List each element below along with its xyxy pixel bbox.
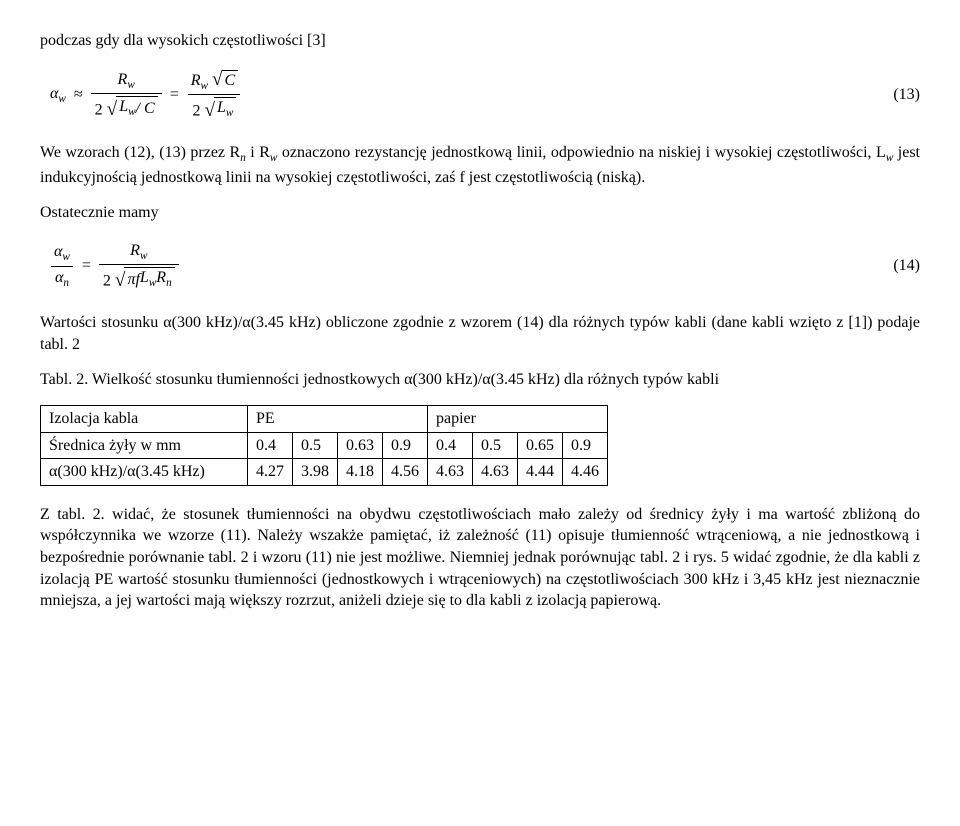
table-row: α(300 kHz)/α(3.45 kHz) 4.27 3.98 4.18 4.… bbox=[41, 459, 608, 486]
table-caption: Tabl. 2. Wielkość stosunku tłumienności … bbox=[40, 369, 920, 391]
table-row: Średnica żyły w mm 0.4 0.5 0.63 0.9 0.4 … bbox=[41, 432, 608, 459]
row-label: α(300 kHz)/α(3.45 kHz) bbox=[41, 459, 248, 486]
intro-line: podczas gdy dla wysokich częstotliwości … bbox=[40, 30, 920, 52]
equation-13-number: (13) bbox=[870, 84, 920, 106]
ratio-table: Izolacja kabla PE papier Średnica żyły w… bbox=[40, 405, 608, 486]
ostatecznie-line: Ostatecznie mamy bbox=[40, 202, 920, 224]
paragraph-after-eq13: We wzorach (12), (13) przez Rn i Rw ozna… bbox=[40, 142, 920, 188]
row-label: Izolacja kabla bbox=[41, 406, 248, 433]
table-row: Izolacja kabla PE papier bbox=[41, 406, 608, 433]
iso-paper: papier bbox=[428, 406, 608, 433]
paragraph-before-table: Wartości stosunku α(300 kHz)/α(3.45 kHz)… bbox=[40, 312, 920, 355]
equation-14-number: (14) bbox=[870, 255, 920, 277]
equation-14: αw αn = Rw 2 √ πfLwRn (14) bbox=[40, 242, 920, 290]
row-label: Średnica żyły w mm bbox=[41, 432, 248, 459]
iso-pe: PE bbox=[248, 406, 428, 433]
closing-paragraph: Z tabl. 2. widać, że stosunek tłumiennoś… bbox=[40, 504, 920, 612]
equation-13: αw ≈ Rw 2 √Lw / C = Rw √C 2 √Lw bbox=[40, 70, 920, 121]
